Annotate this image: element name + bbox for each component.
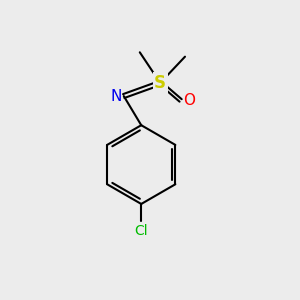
Text: N: N [110,88,122,104]
Text: O: O [184,93,196,108]
Text: Cl: Cl [134,224,148,239]
Text: S: S [154,74,166,92]
